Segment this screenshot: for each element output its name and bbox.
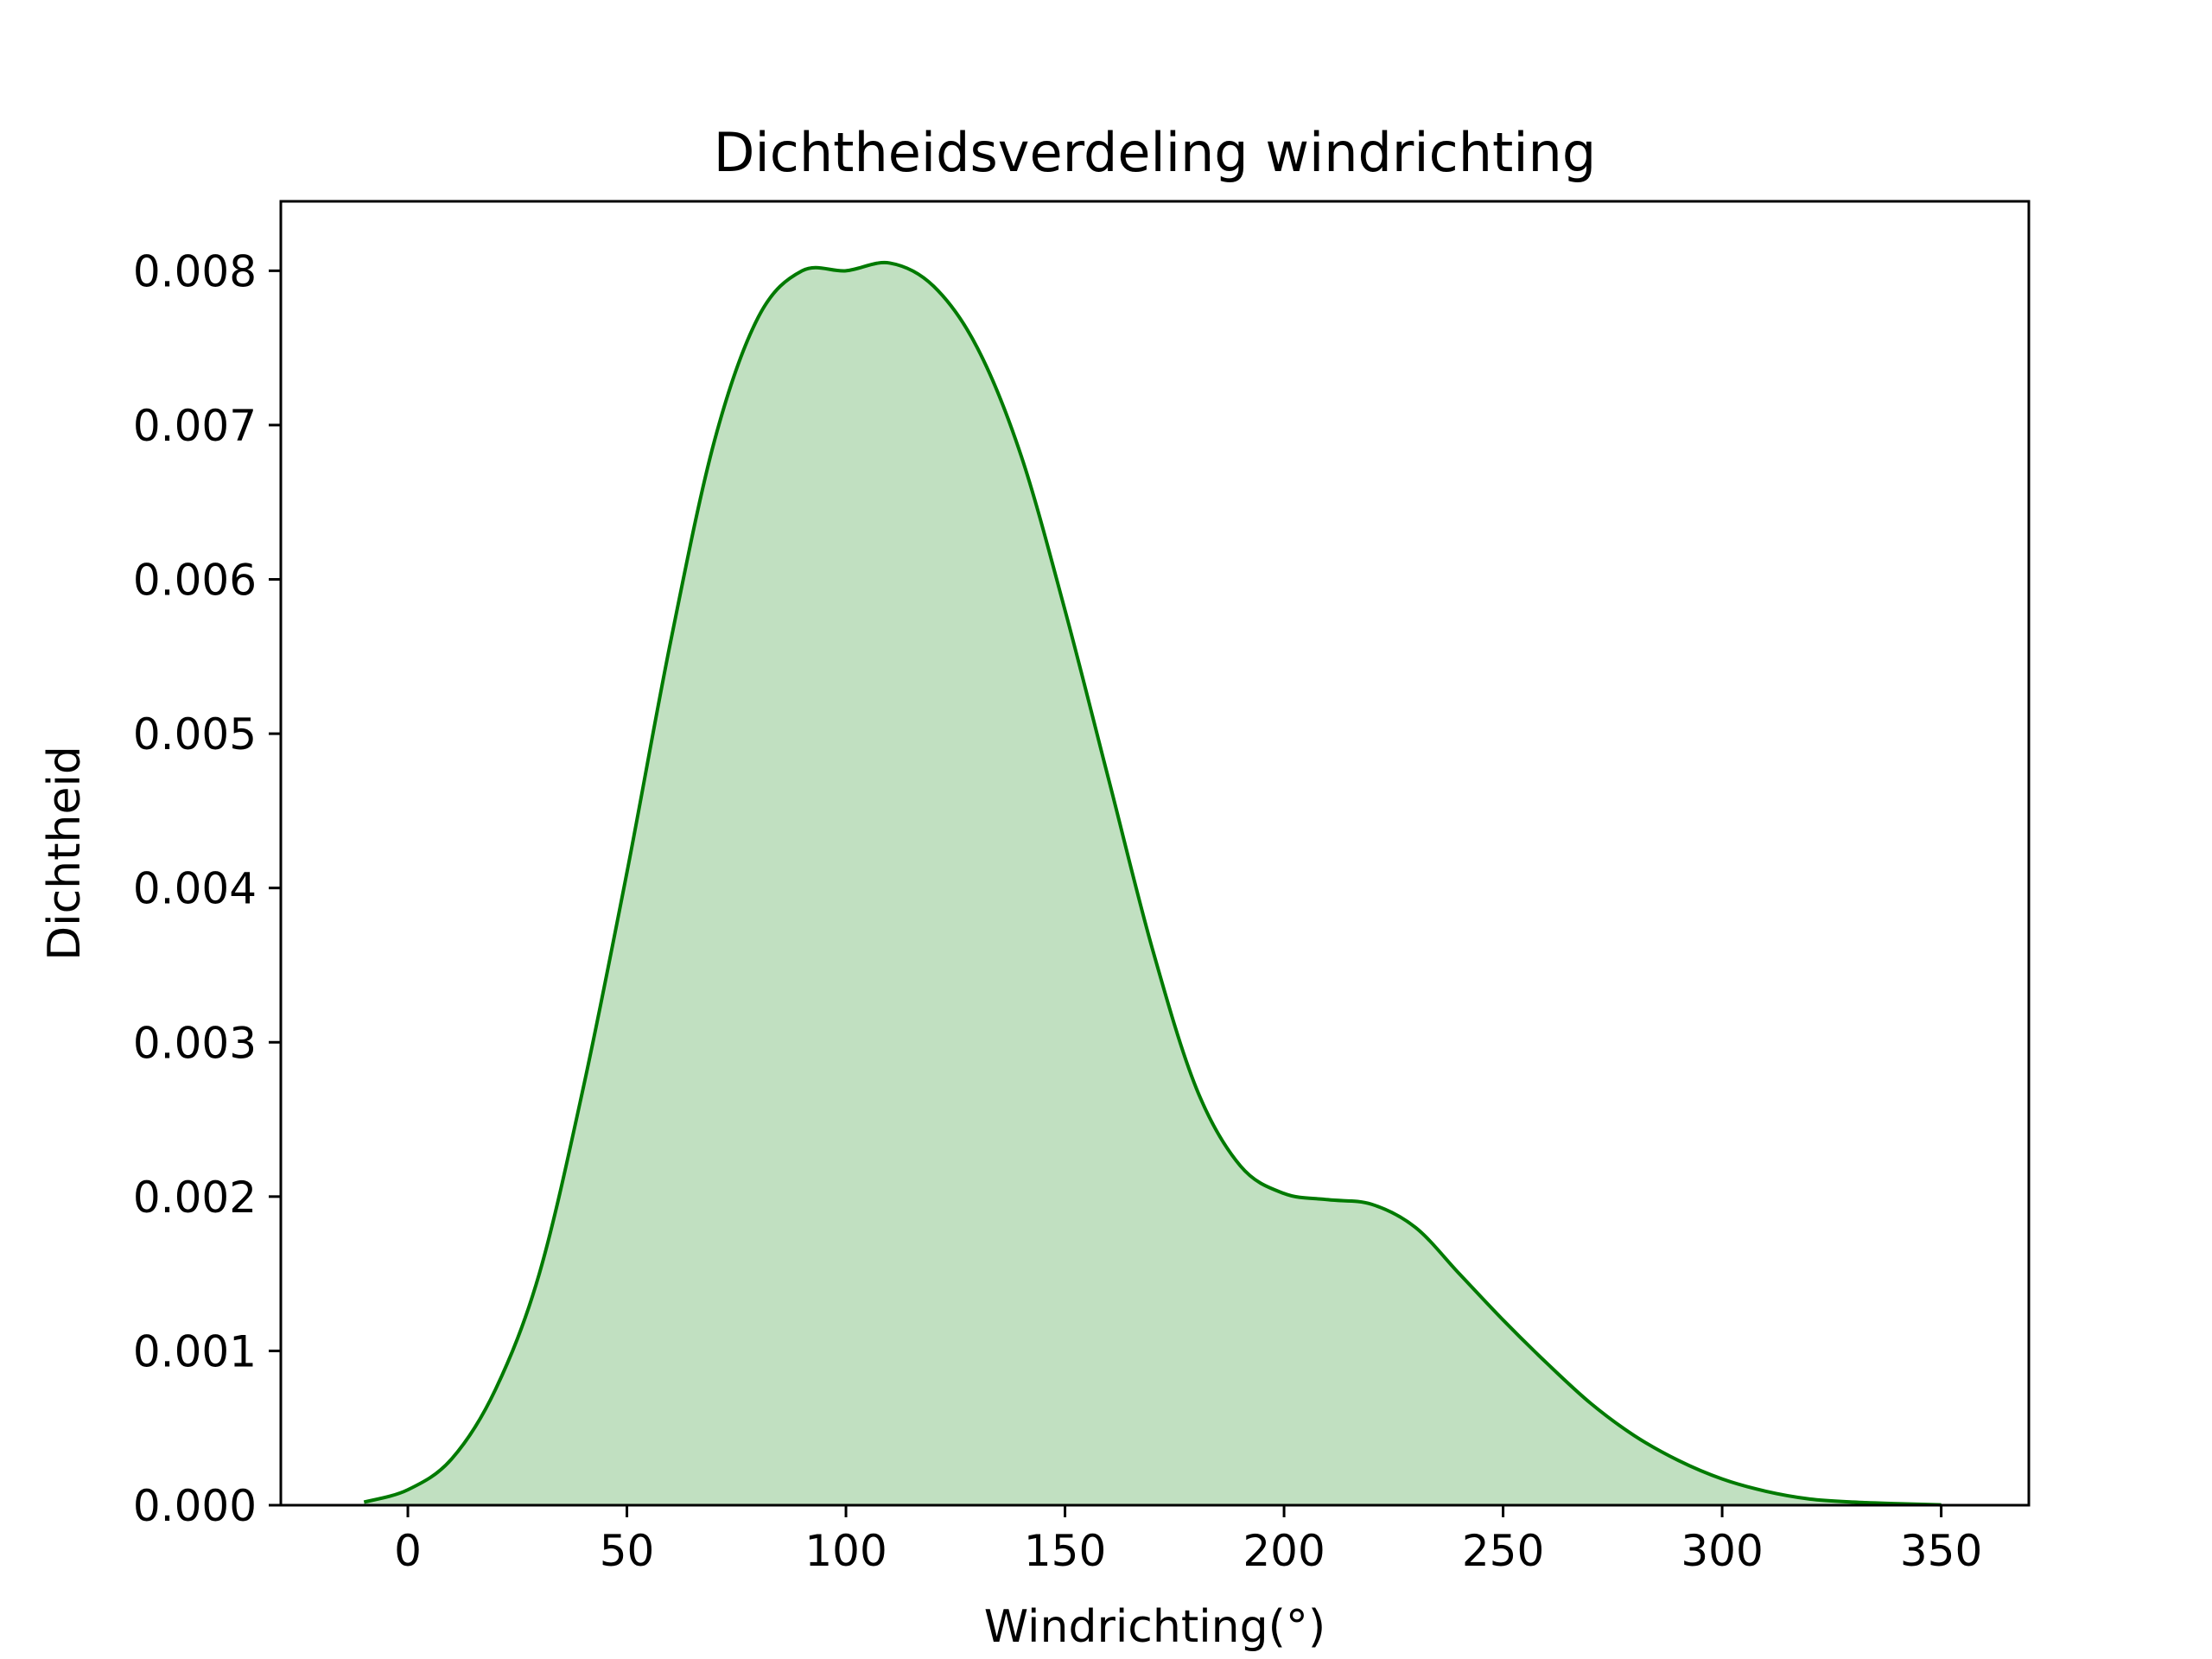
y-tick-label: 0.002	[133, 1173, 257, 1223]
y-tick-label: 0.004	[133, 864, 257, 914]
density-curve-line	[363, 260, 1942, 1507]
x-tick-label: 100	[804, 1526, 887, 1576]
plot-area	[363, 260, 1942, 1507]
x-tick-label: 50	[600, 1526, 655, 1576]
x-tick-label: 250	[1462, 1526, 1544, 1576]
axes-frame	[279, 200, 2031, 1507]
x-axis-label: Windrichting(°)	[984, 1601, 1325, 1653]
density-fill-area	[364, 262, 1942, 1506]
y-tick-label: 0.008	[133, 246, 257, 296]
x-tick-label: 150	[1024, 1526, 1106, 1576]
y-tick-label: 0.003	[133, 1018, 257, 1068]
y-tick-label: 0.005	[133, 709, 257, 760]
y-tick-label: 0.001	[133, 1326, 257, 1376]
y-tick-label: 0.000	[133, 1481, 257, 1531]
x-tick-label: 350	[1900, 1526, 1982, 1576]
axis-ticks: 0 50 100 150 200 250 300 350 0.000 0.001 0.002 0.00…	[133, 246, 1982, 1576]
chart-title: Dichtheidsverdeling windrichting	[714, 121, 1596, 184]
y-tick-label: 0.007	[133, 401, 257, 451]
x-tick-label: 200	[1243, 1526, 1325, 1576]
y-axis-label: Dichtheid	[39, 746, 91, 961]
y-tick-label: 0.006	[133, 556, 257, 606]
x-tick-label: 300	[1681, 1526, 1763, 1576]
x-tick-label: 0	[394, 1526, 422, 1576]
